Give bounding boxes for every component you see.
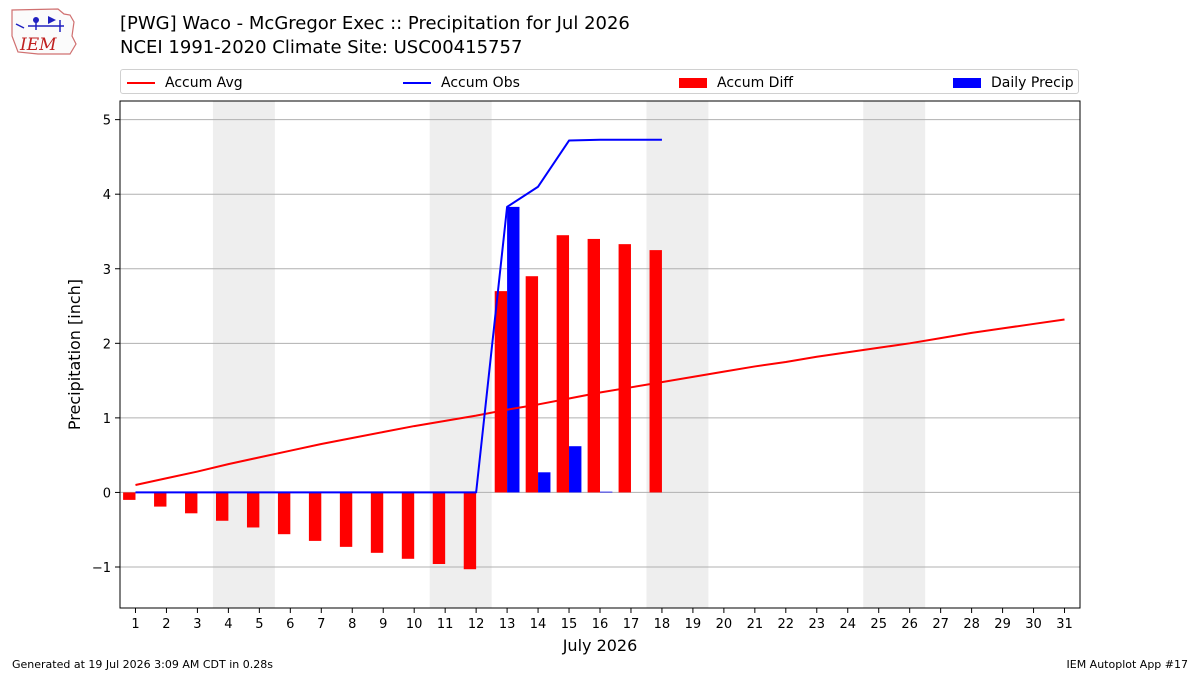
x-tick-label-1: 1 [131,617,139,632]
accum-diff-bar-1 [123,492,136,500]
generated-note: Generated at 19 Jul 2026 3:09 AM CDT in … [12,658,273,671]
accum-diff-bar-7 [308,492,322,541]
y-tick-label-3: 2 [103,337,111,352]
x-tick-label-30: 30 [1025,617,1042,632]
accum-obs-line [135,138,662,494]
x-tick-label-3: 3 [193,617,201,632]
chart-title: [PWG] Waco - McGregor Exec :: Precipitat… [120,13,630,34]
x-tick-label-12: 12 [468,617,485,632]
daily-precip-bar-13 [507,206,520,493]
lines [135,138,1065,494]
x-tick-label-17: 17 [623,617,640,632]
accum-diff-bar-11 [432,492,446,565]
x-tick-label-13: 13 [499,617,516,632]
legend: Accum Avg Accum Obs Accum Diff Daily Pre… [120,69,1079,94]
weekend-band-3 [863,101,926,608]
x-tick-label-9: 9 [379,617,387,632]
y-tick-label-2: 1 [103,412,111,427]
accum-avg-line [135,318,1065,486]
accum-diff-bar-4 [216,492,229,521]
accum-diff-bar-16 [587,238,600,493]
x-axis-label: July 2026 [562,636,638,655]
accum-diff-bar-12 [463,492,477,570]
x-tick-label-2: 2 [162,617,170,632]
accum-diff-bar-17 [618,244,631,493]
accum-diff-bar-8 [339,492,353,547]
x-tick-label-15: 15 [561,617,578,632]
x-tick-label-7: 7 [317,617,325,632]
x-tick-label-29: 29 [994,617,1011,632]
x-tick-label-18: 18 [654,617,671,632]
accum-diff-bar-14 [525,276,539,493]
x-tick-label-20: 20 [716,617,733,632]
legend-accum-avg-swatch [127,81,155,84]
legend-accum-avg: Accum Avg [127,70,243,95]
legend-daily-precip: Daily Precip [953,70,1074,95]
accum-diff-bar-6 [277,492,291,535]
iem-logo: IEM [11,8,77,55]
x-tick-label-31: 31 [1056,617,1073,632]
daily-precip-bar-16 [600,491,613,493]
y-tick-label-1: 0 [103,486,111,501]
legend-accum-obs-label: Accum Obs [441,74,520,91]
x-tick-label-28: 28 [963,617,980,632]
x-tick-label-27: 27 [932,617,949,632]
legend-accum-avg-label: Accum Avg [165,74,243,91]
legend-accum-diff: Accum Diff [679,70,793,95]
accum-diff-bar-9 [370,492,384,553]
x-tick-label-6: 6 [286,617,294,632]
x-tick-label-24: 24 [839,617,856,632]
accum-diff-bar-13 [494,291,508,493]
legend-accum-diff-label: Accum Diff [717,74,794,91]
x-tick-label-4: 4 [224,617,232,632]
x-tick-label-26: 26 [901,617,918,632]
x-tick-label-16: 16 [592,617,609,632]
x-tick-label-5: 5 [255,617,263,632]
legend-daily-precip-swatch [953,77,981,88]
x-tick-label-10: 10 [406,617,423,632]
x-tick-label-21: 21 [747,617,764,632]
y-tick-label-5: 4 [103,188,111,203]
app-note: IEM Autoplot App #17 [1066,658,1189,671]
accum-diff-bar-18 [649,250,662,493]
x-tick-label-22: 22 [778,617,795,632]
legend-accum-diff-swatch [679,77,707,88]
accum-diff-bar-10 [401,492,415,559]
bars [123,206,662,570]
accum-diff-bar-15 [556,235,570,493]
logo-text: IEM [19,35,57,55]
x-tick-label-11: 11 [437,617,454,632]
x-tick-label-23: 23 [809,617,826,632]
chart-subtitle: NCEI 1991-2020 Climate Site: USC00415757 [120,37,523,58]
x-tick-label-19: 19 [685,617,702,632]
x-tick-label-14: 14 [530,617,547,632]
x-tick-label-25: 25 [870,617,887,632]
accum-diff-bar-5 [246,492,260,528]
accum-diff-bar-2 [154,492,167,507]
y-tick-label-0: −1 [92,561,111,576]
y-axis-label: Precipitation [inch] [65,279,84,430]
weekend-band-0 [212,101,275,608]
legend-accum-obs: Accum Obs [403,70,520,95]
legend-accum-obs-swatch [403,81,431,84]
legend-daily-precip-label: Daily Precip [991,74,1074,91]
accum-diff-bar-3 [185,492,198,514]
x-tick-label-8: 8 [348,617,356,632]
daily-precip-bar-15 [569,446,582,493]
daily-precip-bar-14 [538,472,551,493]
y-tick-label-6: 5 [103,114,111,129]
y-tick-label-4: 3 [103,263,111,278]
